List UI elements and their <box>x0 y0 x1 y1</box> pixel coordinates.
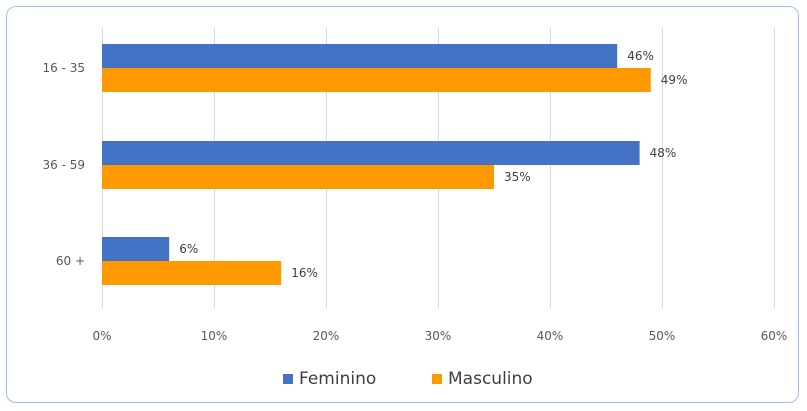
legend-swatch-feminino <box>283 374 293 384</box>
y-category-label: 16 - 35 <box>43 61 86 75</box>
x-tick-label: 10% <box>201 329 228 343</box>
x-tick-label: 0% <box>92 329 111 343</box>
x-tick-label: 50% <box>649 329 676 343</box>
bar-feminino-0 <box>102 44 618 68</box>
y-axis: 16 - 35 36 - 59 60 + <box>43 61 86 268</box>
data-label: 49% <box>661 73 688 87</box>
x-tick-label: 60% <box>761 329 788 343</box>
bar-masculino-1 <box>102 165 494 189</box>
data-label: 46% <box>627 49 654 63</box>
legend-label-masculino: Masculino <box>448 369 533 389</box>
x-tick-label: 20% <box>313 329 340 343</box>
legend: Feminino Masculino <box>283 369 533 389</box>
bars <box>102 44 651 285</box>
x-tick-label: 30% <box>425 329 452 343</box>
legend-label-feminino: Feminino <box>299 369 376 389</box>
bar-feminino-1 <box>102 141 640 165</box>
x-axis: 0% 10% 20% 30% 40% 50% 60% <box>92 329 787 343</box>
x-tick-label: 40% <box>537 329 564 343</box>
data-label: 35% <box>504 170 531 184</box>
y-category-label: 60 + <box>56 254 85 268</box>
legend-swatch-masculino <box>432 374 442 384</box>
data-label: 48% <box>650 146 677 160</box>
data-label: 16% <box>291 266 318 280</box>
bar-feminino-2 <box>102 237 170 261</box>
data-labels: 46% 48% 6% 49% 35% 16% <box>179 49 687 280</box>
data-label: 6% <box>179 242 198 256</box>
y-category-label: 36 - 59 <box>43 158 86 172</box>
bar-masculino-0 <box>102 68 651 92</box>
bar-masculino-2 <box>102 261 282 285</box>
